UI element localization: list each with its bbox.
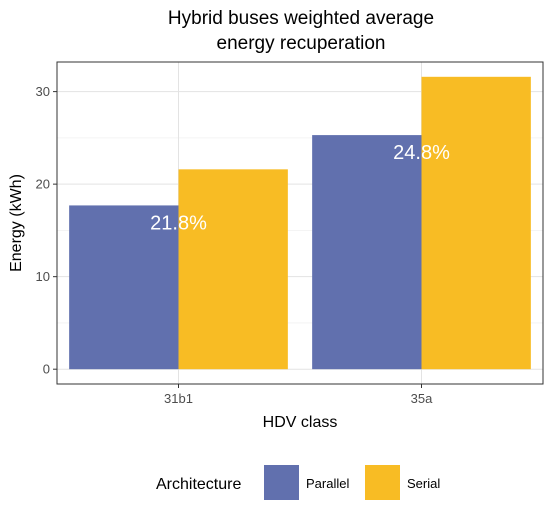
legend-key-parallel	[264, 465, 299, 500]
bar-annotation: 24.8%	[393, 142, 450, 164]
y-axis: 0 10 20 30	[36, 84, 57, 377]
y-tick-label: 30	[36, 84, 50, 99]
bar-serial-35a	[421, 76, 531, 370]
y-axis-label: Energy (kWh)	[8, 174, 25, 272]
chart-title-line1: Hybrid buses weighted average	[168, 8, 434, 29]
bars	[69, 76, 531, 370]
bar-annotation: 21.8%	[150, 212, 207, 234]
x-axis-label: HDV class	[263, 414, 338, 431]
bar-serial-31b1	[178, 169, 288, 370]
legend-key-serial	[365, 465, 400, 500]
legend-label-parallel: Parallel	[306, 476, 349, 491]
legend-title: Architecture	[156, 476, 241, 493]
legend: Architecture Parallel Serial	[156, 465, 440, 500]
x-tick-label: 31b1	[164, 391, 193, 406]
annotations: 21.8% 24.8%	[150, 142, 450, 234]
bar-parallel-35a	[312, 135, 422, 370]
plot-panel-border	[56, 61, 544, 385]
chart-title-line2: energy recuperation	[217, 33, 386, 54]
legend-label-serial: Serial	[407, 476, 440, 491]
x-axis: 31b1 35a	[164, 384, 433, 406]
x-tick-label: 35a	[411, 391, 433, 406]
y-tick-label: 20	[36, 177, 50, 192]
y-tick-label: 0	[43, 362, 50, 377]
y-tick-label: 10	[36, 269, 50, 284]
bar-parallel-31b1	[69, 205, 179, 370]
